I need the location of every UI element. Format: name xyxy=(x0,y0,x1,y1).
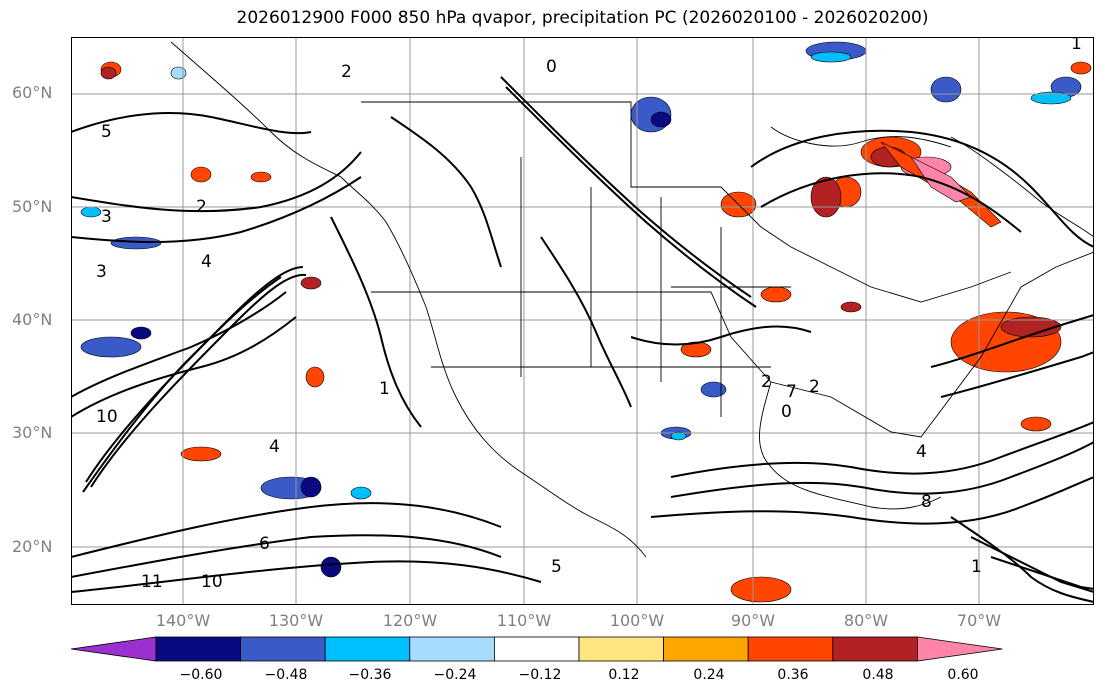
precipitation-patch xyxy=(910,156,972,203)
precipitation-patch xyxy=(1030,91,1072,105)
lat-label-40n: 40°N xyxy=(12,310,53,329)
precipitation-patch xyxy=(170,66,187,80)
contour-label: 1 xyxy=(379,379,390,399)
graticule xyxy=(71,37,1094,605)
precipitation-patch xyxy=(190,166,212,183)
map-panel: 20153342104611109825712014 xyxy=(71,37,1094,605)
colorbar-cell xyxy=(747,636,834,662)
contour-label: 2 xyxy=(196,197,207,217)
precipitation-patch xyxy=(680,341,712,358)
precipitation-patch xyxy=(100,66,117,80)
contour-label: 2 xyxy=(341,62,352,82)
precipitation-patch xyxy=(810,51,852,63)
colorbar xyxy=(70,636,1003,662)
precipitation-patch xyxy=(670,431,687,441)
lon-label-100w: 100°W xyxy=(609,611,665,630)
contour-label: 6 xyxy=(259,534,270,554)
colorbar-tick-label: 0.48 xyxy=(862,667,894,683)
contour-label: 0 xyxy=(781,402,792,422)
colorbar-cell xyxy=(832,636,918,662)
colorbar-tick-label: −0.60 xyxy=(179,667,223,683)
precipitation-patch xyxy=(930,76,962,103)
colorbar-cell xyxy=(240,636,326,662)
precipitation-patch xyxy=(760,286,792,303)
colorbar-tick-label: −0.48 xyxy=(264,667,308,683)
precipitation-patch xyxy=(1070,61,1092,75)
colorbar-cell xyxy=(324,636,411,662)
contour-label: 7 xyxy=(786,382,797,402)
coastlines-borders xyxy=(170,41,1094,558)
lon-label-140w: 140°W xyxy=(155,611,211,630)
contour-label: 4 xyxy=(269,437,280,457)
lon-label-90w: 90°W xyxy=(730,611,776,630)
qvapor-contours xyxy=(71,76,1094,603)
precipitation-patch xyxy=(320,556,342,578)
contour-label: 5 xyxy=(101,122,112,142)
lon-label-110w: 110°W xyxy=(496,611,552,630)
colorbar-extend-high xyxy=(917,636,1003,662)
precipitation-shading xyxy=(80,41,1092,603)
colorbar-tick-label: 0.36 xyxy=(777,667,809,683)
precipitation-patch xyxy=(80,206,102,218)
contour-label: 8 xyxy=(921,492,932,512)
precipitation-patch xyxy=(1020,416,1052,432)
lat-label-60n: 60°N xyxy=(12,83,53,102)
precipitation-patch xyxy=(700,381,727,398)
colorbar-tick-label: 0.60 xyxy=(947,667,979,683)
colorbar-extend-low xyxy=(70,636,157,662)
colorbar-tick-label: −0.36 xyxy=(348,667,392,683)
precipitation-patch xyxy=(300,276,322,290)
precipitation-patch xyxy=(300,476,322,498)
contour-label: 10 xyxy=(201,572,223,592)
contour-label: 3 xyxy=(96,262,107,282)
colorbar-tick-label: 0.12 xyxy=(608,667,640,683)
contour-label: 5 xyxy=(551,557,562,577)
precipitation-patch xyxy=(650,111,672,128)
precipitation-patch xyxy=(80,336,142,358)
lat-label-30n: 30°N xyxy=(12,423,53,442)
contour-label: 4 xyxy=(916,442,927,462)
map-title: 2026012900 F000 850 hPa qvapor, precipit… xyxy=(236,8,929,28)
contour-label: 0 xyxy=(546,57,557,77)
precipitation-patch xyxy=(350,486,372,500)
contour-labels: 20153342104611109825712014 xyxy=(96,37,1082,592)
precipitation-patch xyxy=(180,446,222,462)
contour-label: 1 xyxy=(971,557,982,577)
contour-label: 3 xyxy=(101,207,112,227)
precipitation-patch xyxy=(1000,316,1062,338)
contour-label: 11 xyxy=(141,572,163,592)
lon-label-130w: 130°W xyxy=(268,611,324,630)
lat-label-50n: 50°N xyxy=(12,197,53,216)
contour-label: 10 xyxy=(96,407,118,427)
lon-label-80w: 80°W xyxy=(843,611,889,630)
contour-label: 2 xyxy=(761,372,772,392)
contour-label: 1 xyxy=(1071,37,1082,54)
colorbar-tick-label: −0.24 xyxy=(433,667,477,683)
colorbar-cell xyxy=(155,636,241,662)
precipitation-patch xyxy=(130,326,152,340)
contour-label: 2 xyxy=(809,377,820,397)
lon-label-120w: 120°W xyxy=(382,611,438,630)
precipitation-patch xyxy=(730,576,792,603)
lon-label-70w: 70°W xyxy=(956,611,1002,630)
precipitation-patch xyxy=(840,301,862,313)
colorbar-cell xyxy=(493,636,580,662)
lat-label-20n: 20°N xyxy=(12,537,53,556)
precipitation-patch xyxy=(305,366,325,388)
contour-label: 4 xyxy=(201,252,212,272)
colorbar-cell xyxy=(663,636,749,662)
colorbar-tick-label: −0.12 xyxy=(518,667,562,683)
precipitation-patch xyxy=(110,236,162,250)
precipitation-patch xyxy=(250,171,272,183)
colorbar-tick-label: 0.24 xyxy=(693,667,725,683)
colorbar-cell xyxy=(578,636,664,662)
colorbar-cell xyxy=(409,636,495,662)
